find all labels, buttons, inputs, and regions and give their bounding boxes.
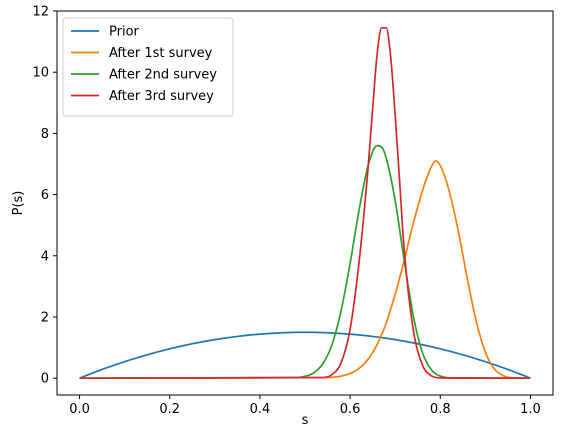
series-line-4 bbox=[79, 26, 531, 380]
series-line-3 bbox=[79, 144, 531, 380]
x-tick-label: 0.2 bbox=[159, 402, 180, 417]
y-tick-label: 0 bbox=[41, 372, 49, 387]
y-tick-label: 8 bbox=[41, 127, 49, 142]
y-tick-label: 10 bbox=[32, 66, 49, 81]
x-tick-label: 0.6 bbox=[340, 402, 361, 417]
x-axis: 0.0 0.2 0.4 0.6 0.8 1.0 bbox=[69, 395, 541, 417]
y-tick-label: 2 bbox=[41, 310, 49, 325]
legend: Prior After 1st survey After 2nd survey Aft… bbox=[62, 17, 234, 117]
series-layer bbox=[79, 26, 531, 380]
plot-frame bbox=[56, 10, 554, 396]
y-tick-label: 6 bbox=[41, 188, 49, 203]
legend-entry: After 1st survey bbox=[109, 46, 213, 61]
y-tick-label: 12 bbox=[32, 5, 49, 20]
legend-entry: After 3rd survey bbox=[109, 89, 214, 104]
legend-entry: Prior bbox=[109, 25, 140, 40]
legend-entry: After 2nd survey bbox=[109, 68, 217, 83]
legend-box bbox=[62, 17, 234, 117]
x-tick-label: 0.0 bbox=[69, 402, 90, 417]
series-line-2 bbox=[79, 160, 531, 380]
x-tick-label: 0.4 bbox=[250, 402, 271, 417]
x-tick-label: 0.8 bbox=[430, 402, 451, 417]
y-axis: 0 2 4 6 8 10 12 bbox=[32, 5, 57, 387]
y-tick-label: 4 bbox=[41, 249, 49, 264]
series-line-1 bbox=[79, 331, 531, 379]
x-axis-label: s bbox=[302, 413, 309, 428]
y-axis-label: P(s) bbox=[11, 191, 26, 216]
x-tick-label: 1.0 bbox=[520, 402, 541, 417]
